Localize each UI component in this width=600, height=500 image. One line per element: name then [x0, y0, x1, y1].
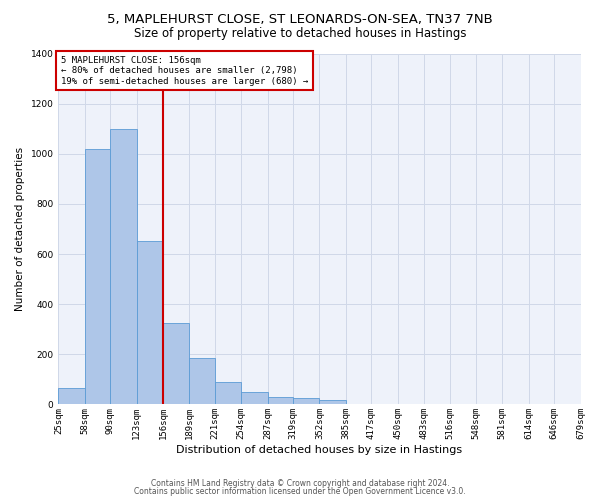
Bar [58, 388, 85, 404]
Text: Contains public sector information licensed under the Open Government Licence v3: Contains public sector information licen… [134, 487, 466, 496]
Bar [241, 392, 268, 404]
X-axis label: Distribution of detached houses by size in Hastings: Distribution of detached houses by size … [176, 445, 463, 455]
Text: Contains HM Land Registry data © Crown copyright and database right 2024.: Contains HM Land Registry data © Crown c… [151, 478, 449, 488]
Bar [268, 397, 293, 404]
Bar [163, 323, 190, 404]
Bar [190, 358, 215, 405]
Bar [110, 128, 137, 404]
Bar [293, 398, 319, 404]
Text: Size of property relative to detached houses in Hastings: Size of property relative to detached ho… [134, 28, 466, 40]
Y-axis label: Number of detached properties: Number of detached properties [15, 147, 25, 311]
Bar [85, 148, 110, 404]
Text: 5, MAPLEHURST CLOSE, ST LEONARDS-ON-SEA, TN37 7NB: 5, MAPLEHURST CLOSE, ST LEONARDS-ON-SEA,… [107, 12, 493, 26]
Bar [215, 382, 241, 404]
Bar [319, 400, 346, 404]
Bar [137, 242, 163, 404]
Text: 5 MAPLEHURST CLOSE: 156sqm
← 80% of detached houses are smaller (2,798)
19% of s: 5 MAPLEHURST CLOSE: 156sqm ← 80% of deta… [61, 56, 308, 86]
